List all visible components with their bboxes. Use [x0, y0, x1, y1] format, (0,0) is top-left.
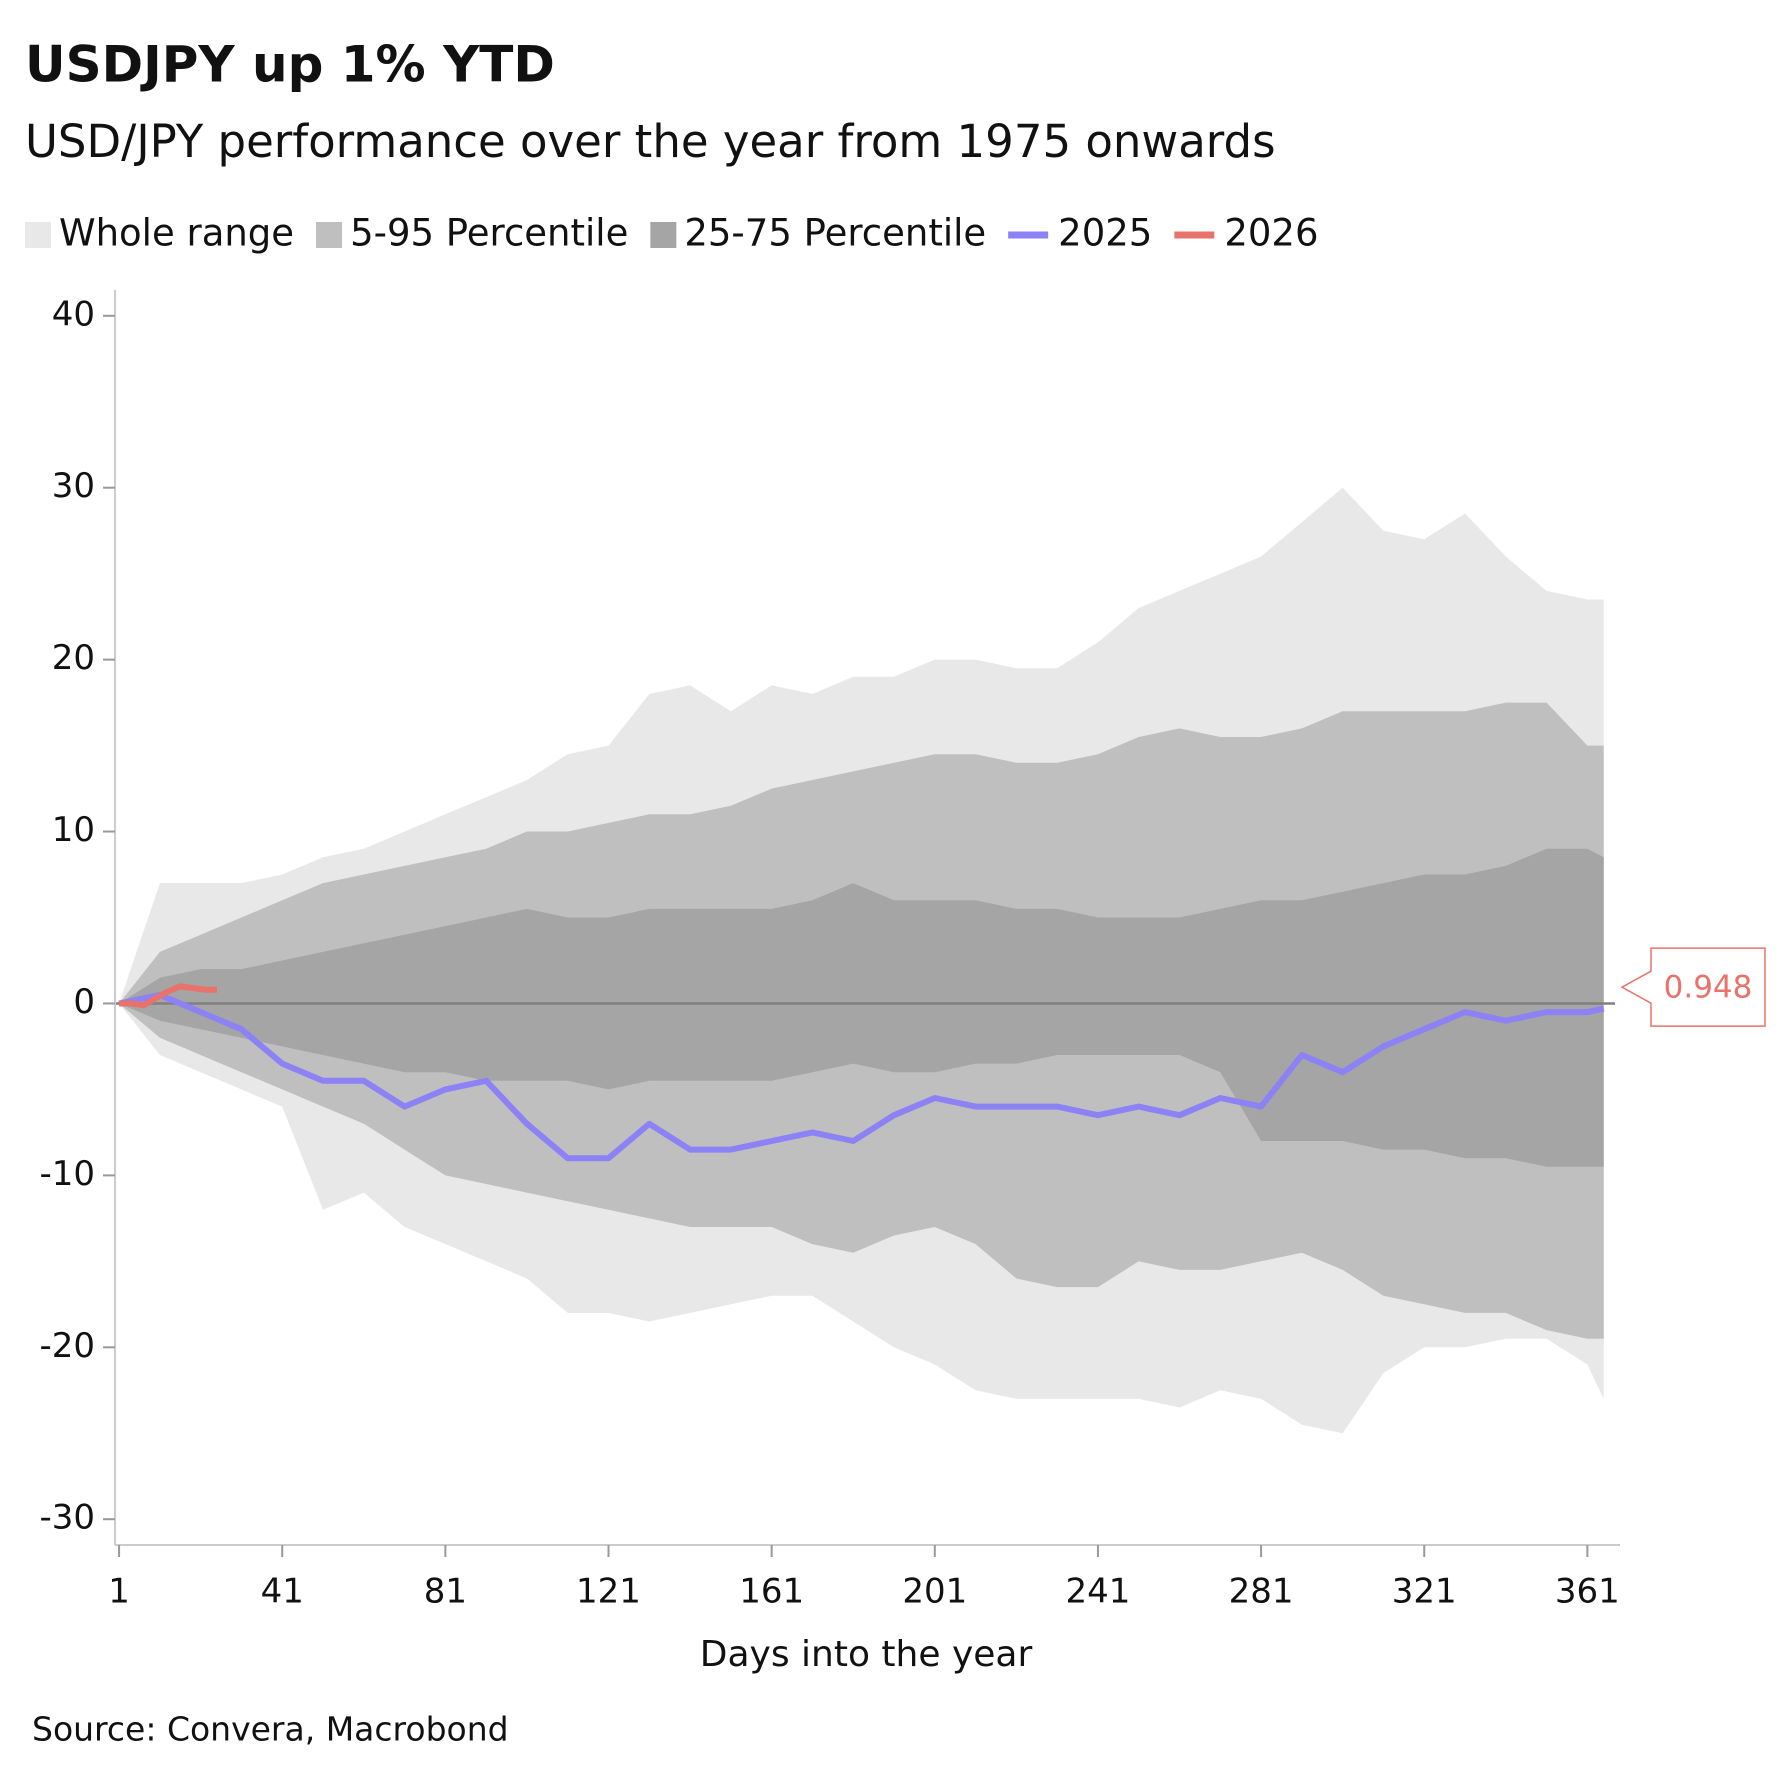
plot-area	[115, 487, 1615, 1434]
legend-label: 2025	[1058, 212, 1152, 255]
legend: Whole range 5-95 Percentile 25-75 Percenti…	[25, 212, 1319, 255]
x-tick-label: 121	[576, 1572, 641, 1612]
legend-label: 25-75 Percentile	[684, 212, 986, 255]
legend-swatch	[650, 222, 677, 248]
chart-subtitle: USD/JPY performance over the year from 1…	[25, 115, 1276, 168]
annotation-callout	[1620, 947, 1766, 1027]
y-tick-label: 30	[52, 466, 95, 506]
chart-title: USDJPY up 1% YTD	[25, 36, 555, 94]
y-tick-label: 40	[52, 294, 95, 334]
x-tick-label: 201	[902, 1572, 967, 1612]
x-tick-label: 161	[739, 1572, 804, 1612]
legend-label: 2026	[1224, 212, 1318, 255]
percentile-band	[119, 848, 1604, 1167]
series-line	[119, 983, 217, 1009]
source: Source: Convera, Macrobond	[32, 1710, 509, 1749]
y-tick-label: -10	[39, 1154, 95, 1194]
legend-label: 5-95 Percentile	[350, 212, 628, 255]
legend-swatch	[25, 222, 51, 248]
x-tick-label: 81	[424, 1572, 467, 1612]
annotation-label: 0.948	[1664, 970, 1753, 1006]
y-tick-label: 0	[73, 982, 95, 1022]
y-tick-label: -30	[39, 1498, 95, 1538]
x-axis-label: Days into the year	[700, 1634, 1033, 1675]
y-tick-label: -20	[39, 1326, 95, 1366]
y-tick-label: 20	[52, 638, 95, 678]
x-tick-label: 361	[1555, 1572, 1620, 1612]
series-line	[118, 991, 1605, 1162]
x-tick-label: 281	[1229, 1572, 1294, 1612]
legend-label: Whole range	[59, 212, 294, 255]
x-tick-label: 321	[1392, 1572, 1457, 1612]
legend-swatch	[316, 222, 343, 248]
x-tick-label: 241	[1065, 1572, 1130, 1612]
x-tick-label: 1	[108, 1572, 130, 1612]
y-tick-label: 10	[52, 810, 95, 850]
x-tick-label: 41	[261, 1572, 304, 1612]
